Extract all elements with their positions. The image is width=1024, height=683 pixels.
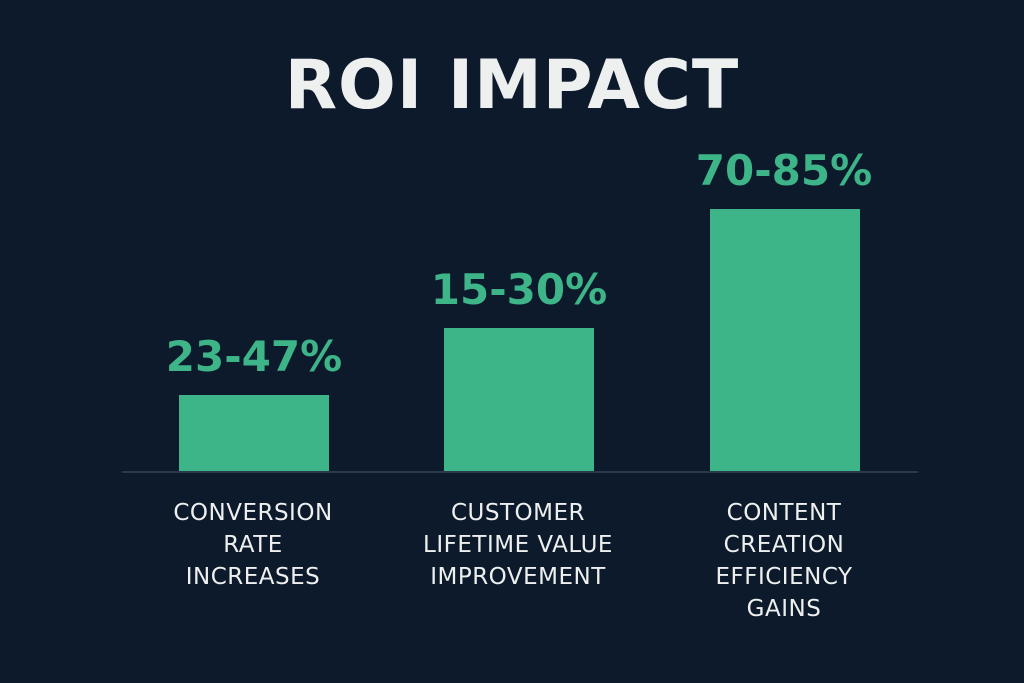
value-label-conversion: 23-47% xyxy=(165,332,343,381)
category-label-line: RATE xyxy=(223,532,283,558)
category-label-line: CONVERSION xyxy=(173,500,333,526)
chart-title: ROI IMPACT xyxy=(284,46,740,125)
bar-conversion-rate xyxy=(179,395,329,472)
value-label-clv: 15-30% xyxy=(430,265,608,314)
category-label-clv: CUSTOMER LIFETIME VALUE IMPROVEMENT xyxy=(388,497,648,593)
category-label-line: EFFICIENCY xyxy=(715,564,853,590)
bar-content-creation-efficiency xyxy=(710,209,860,472)
category-label-line: INCREASES xyxy=(185,564,321,590)
category-label-content-efficiency: CONTENT CREATION EFFICIENCY GAINS xyxy=(654,497,914,625)
category-label-line: CUSTOMER xyxy=(450,500,585,526)
bar-customer-lifetime-value xyxy=(444,328,594,472)
category-label-line: LIFETIME VALUE xyxy=(423,532,613,558)
category-label-line: IMPROVEMENT xyxy=(430,564,606,590)
value-label-content-efficiency: 70-85% xyxy=(695,146,873,195)
category-label-line: CONTENT xyxy=(726,500,842,526)
x-axis-baseline xyxy=(122,471,918,473)
category-label-conversion: CONVERSION RATE INCREASES xyxy=(123,497,383,593)
category-label-line: GAINS xyxy=(746,596,822,622)
category-label-line: CREATION xyxy=(723,532,845,558)
